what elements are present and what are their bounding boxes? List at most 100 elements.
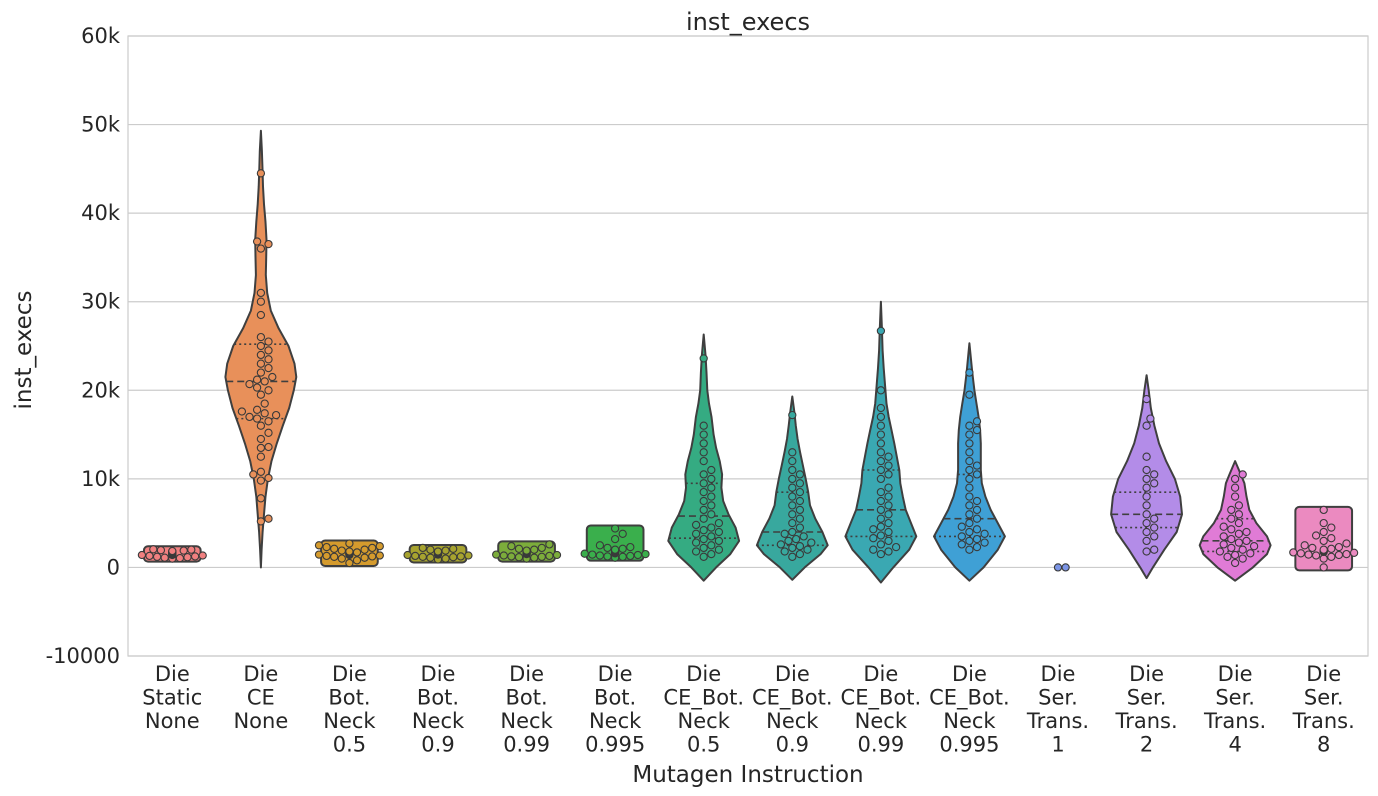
data-point: [707, 465, 716, 475]
data-point: [249, 470, 258, 479]
data-point: [1142, 501, 1151, 510]
grid-lines: [128, 35, 1368, 657]
data-point: [884, 470, 893, 479]
data-point: [795, 542, 805, 551]
data-point: [610, 524, 620, 533]
data-point: [337, 554, 346, 563]
data-point: [788, 465, 797, 475]
data-point: [691, 538, 701, 547]
data-point: [876, 496, 886, 506]
data-point: [972, 496, 982, 506]
data-point: [256, 517, 266, 526]
x-tick-label: Neck: [855, 709, 908, 733]
data-point: [876, 514, 886, 523]
data-point: [256, 332, 266, 342]
data-point: [788, 456, 797, 466]
data-point: [714, 536, 724, 546]
chart-title: inst_execs: [686, 8, 810, 36]
data-point: [145, 551, 154, 561]
x-tick-label: Die: [952, 662, 987, 686]
data-point: [780, 547, 789, 556]
data-point: [268, 372, 277, 382]
data-point: [256, 421, 266, 430]
data-point: [545, 540, 554, 549]
data-point: [256, 452, 266, 461]
data-point: [965, 501, 974, 510]
x-tick-label: 0.995: [585, 733, 645, 757]
data-point: [633, 550, 643, 560]
data-point: [780, 529, 789, 538]
x-tick-label: Neck: [500, 709, 553, 733]
data-point: [965, 456, 974, 466]
data-point: [330, 552, 339, 561]
data-point: [264, 514, 273, 523]
data-point: [260, 409, 269, 418]
x-tick-label: Trans.: [1203, 709, 1266, 733]
data-point: [256, 169, 266, 178]
x-tick-label: 0.99: [503, 733, 550, 757]
data-point: [965, 492, 974, 501]
data-point: [699, 479, 708, 488]
data-point: [1342, 549, 1351, 559]
data-point: [776, 540, 786, 549]
data-point: [869, 534, 878, 543]
data-point: [499, 551, 508, 560]
data-point: [552, 550, 562, 560]
data-point: [965, 368, 974, 377]
data-point: [1327, 523, 1336, 532]
data-point: [965, 474, 974, 484]
data-point: [965, 545, 974, 554]
data-point: [641, 549, 650, 559]
data-point: [260, 377, 269, 386]
data-point: [433, 547, 443, 556]
data-point: [256, 390, 266, 399]
data-point: [1242, 536, 1251, 546]
data-point: [183, 553, 192, 562]
x-tick-label: CE_Bot.: [929, 686, 1010, 711]
data-point: [876, 421, 886, 430]
x-tick-label: CE_Bot.: [841, 686, 922, 711]
data-point: [595, 551, 605, 560]
data-point: [707, 510, 716, 519]
data-point: [1230, 483, 1240, 492]
data-point: [876, 465, 886, 475]
data-point: [256, 467, 266, 476]
x-tick-label: Die: [1041, 662, 1076, 686]
x-tick-label: Die: [155, 662, 190, 686]
x-tick-label: 8: [1317, 733, 1330, 757]
data-point: [595, 541, 605, 550]
data-point: [264, 346, 273, 355]
data-point: [618, 552, 627, 561]
x-tick-label: Die: [598, 662, 633, 686]
data-point: [1289, 548, 1298, 557]
data-point: [1242, 527, 1251, 537]
data-point: [252, 237, 262, 246]
data-point: [426, 553, 435, 562]
x-axis-label: Mutagen Instruction: [632, 762, 863, 788]
data-point: [876, 412, 886, 422]
x-tick-label: Ser.: [1127, 686, 1167, 710]
data-point: [972, 425, 982, 435]
data-point: [403, 550, 412, 560]
data-point: [699, 430, 708, 439]
data-point: [160, 553, 169, 562]
data-point: [884, 483, 893, 492]
data-point: [618, 544, 627, 553]
data-point: [788, 483, 797, 492]
data-point: [1142, 474, 1151, 484]
data-point: [345, 558, 354, 568]
data-point: [795, 523, 805, 532]
data-point: [876, 487, 886, 497]
data-point: [360, 545, 369, 554]
data-point: [314, 550, 324, 559]
data-point: [441, 546, 450, 555]
data-point: [256, 434, 266, 444]
data-point: [1334, 542, 1344, 552]
data-point: [691, 547, 701, 556]
data-point: [799, 532, 808, 541]
data-point: [972, 514, 982, 523]
data-point: [152, 552, 162, 561]
data-point: [795, 470, 805, 479]
data-point: [360, 553, 369, 562]
data-point: [1234, 538, 1244, 547]
